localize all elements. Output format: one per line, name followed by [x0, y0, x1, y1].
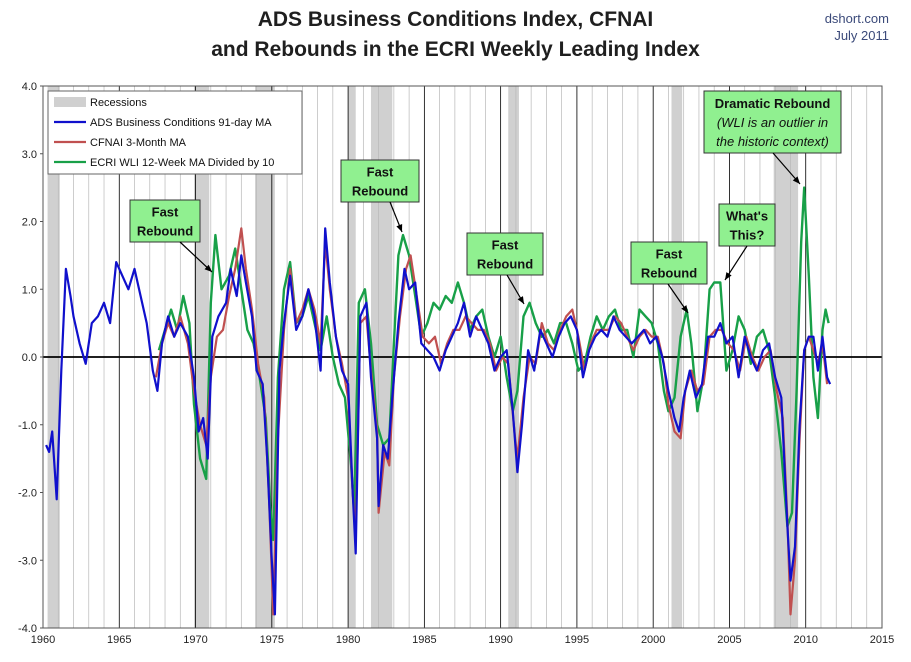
y-tick-label: -3.0	[18, 555, 37, 567]
annotation-callout: Fast Rebound	[630, 241, 708, 314]
annotation-text: Rebound	[352, 184, 408, 199]
x-tick-label: 2000	[641, 634, 665, 646]
annotation-text: This?	[730, 228, 765, 243]
annotation-callout: What's This?	[718, 203, 776, 281]
annotation-box	[703, 90, 842, 154]
annotation-text: Fast	[152, 205, 179, 220]
annotation-text: Fast	[367, 165, 394, 180]
annotation-box	[340, 159, 420, 203]
legend-label: Recessions	[90, 97, 147, 109]
chart-title-line-2: and Rebounds in the ECRI Weekly Leading …	[211, 38, 700, 61]
y-tick-label: 0.0	[22, 352, 37, 364]
annotation-callout: Fast Rebound	[340, 159, 420, 233]
arrow-head	[725, 272, 732, 280]
x-tick-label: 1990	[488, 634, 512, 646]
x-tick-label: 1975	[260, 634, 284, 646]
annotation-text: Fast	[656, 247, 683, 262]
y-tick-label: -1.0	[18, 420, 37, 432]
source-name: dshort.com	[824, 11, 889, 26]
y-tick-label: 3.0	[22, 149, 37, 161]
legend-label: CFNAI 3-Month MA	[90, 137, 187, 149]
legend-label: ADS Business Conditions 91-day MA	[90, 117, 272, 129]
annotation-box	[129, 199, 201, 243]
series-line-0	[45, 227, 832, 616]
legend-box	[47, 90, 303, 175]
x-tick-label: 1995	[565, 634, 589, 646]
annotation-text: What's	[726, 209, 768, 224]
annotation-text: (WLI is an outlier in	[717, 115, 828, 130]
x-tick-label: 2005	[717, 634, 741, 646]
annotation-text: Rebound	[477, 257, 533, 272]
annotation-text: Rebound	[137, 224, 193, 239]
y-tick-label: 1.0	[22, 284, 37, 296]
annotation-callout: Fast Rebound	[466, 232, 544, 305]
x-tick-label: 1980	[336, 634, 360, 646]
annotation-text: the historic context)	[716, 134, 829, 149]
x-tick-label: 2010	[793, 634, 817, 646]
annotation-box	[466, 232, 544, 276]
x-tick-label: 1970	[183, 634, 207, 646]
x-tick-label: 2015	[870, 634, 894, 646]
annotation-text: Fast	[492, 238, 519, 253]
legend-label: ECRI WLI 12-Week MA Divided by 10	[90, 157, 274, 169]
y-tick-label: -2.0	[18, 488, 37, 500]
source-date: July 2011	[834, 28, 889, 43]
arrow-head	[204, 264, 212, 272]
annotation-callout: Fast Rebound	[129, 199, 213, 273]
arrow-head	[517, 296, 524, 304]
x-tick-label: 1985	[412, 634, 436, 646]
arrow-head	[681, 305, 688, 313]
source-credit: dshort.com July 2011	[825, 10, 889, 44]
x-tick-label: 1960	[31, 634, 55, 646]
legend: Recessions ADS Business Conditions 91-day…	[47, 90, 303, 175]
arrow-head	[396, 224, 403, 232]
annotation-box	[630, 241, 708, 285]
chart-title-line-1: ADS Business Conditions Index, CFNAI	[257, 8, 654, 31]
x-tick-label: 1965	[107, 634, 131, 646]
annotation-callout: Dramatic Rebound (WLI is an outlier in the…	[703, 90, 842, 185]
annotation-text: Dramatic Rebound	[715, 96, 831, 111]
legend-swatch	[54, 97, 86, 107]
annotation-text: Rebound	[641, 266, 697, 281]
y-tick-label: 4.0	[22, 81, 37, 93]
y-tick-label: 2.0	[22, 217, 37, 229]
y-tick-label: -4.0	[18, 623, 37, 635]
series-line-2	[157, 186, 830, 542]
arrow-head	[792, 176, 800, 184]
